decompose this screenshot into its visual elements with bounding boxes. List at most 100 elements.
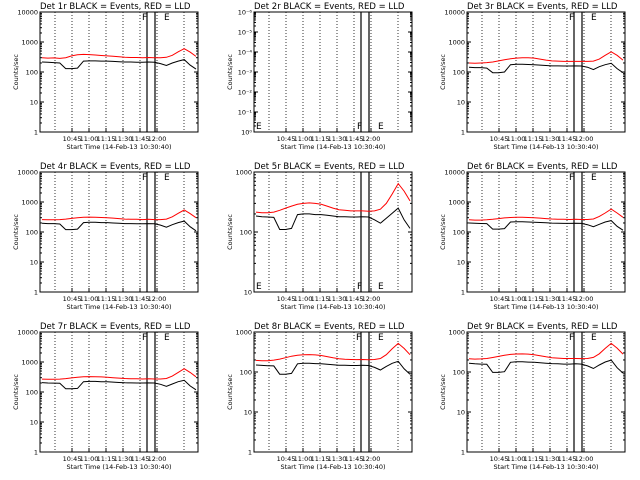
event-marker: E (378, 282, 384, 292)
plot-frame (39, 171, 199, 293)
event-marker: E (591, 333, 597, 343)
x-tick-label: 11:45 (131, 455, 150, 463)
event-marker: E (256, 282, 262, 292)
y-axis-label: Counts/sec (226, 374, 234, 410)
event-marker: E (164, 173, 170, 183)
event-marker: F (142, 173, 147, 183)
series-lld-line (41, 209, 197, 221)
x-axis-label: Start Time (14-Feb-13 10:30:40) (67, 303, 172, 311)
x-tick-label: 11:00 (80, 455, 99, 463)
y-tick-label: 10⁻¹ (238, 109, 253, 117)
series-events-line (41, 379, 197, 391)
x-tick-label: 11:45 (558, 455, 577, 463)
panel-title: Det 5r BLACK = Events, RED = LLD (254, 162, 405, 172)
event-marker: F (357, 282, 362, 292)
x-tick-label: 12:00 (575, 455, 594, 463)
x-tick-label: 12:00 (362, 135, 381, 143)
x-tick-label: 11:15 (524, 295, 543, 303)
x-tick-label: 10:45 (490, 295, 509, 303)
event-marker: F (142, 333, 147, 343)
series-events-line (41, 220, 197, 232)
y-tick-label: 10 (30, 259, 38, 267)
event-marker: E (591, 173, 597, 183)
y-tick-label: 10000 (17, 9, 38, 17)
x-tick-label: 11:45 (131, 135, 150, 143)
y-axis-label: Counts/sec (439, 374, 447, 410)
plot-frame (466, 11, 626, 133)
x-tick-label: 12:00 (362, 455, 381, 463)
y-tick-label: 10000 (17, 329, 38, 337)
y-tick-label: 10 (244, 289, 252, 297)
y-tick-label: 10⁻⁵ (238, 29, 253, 37)
y-tick-label: 1 (461, 449, 465, 457)
x-tick-label: 10:45 (277, 455, 296, 463)
plot-frame (253, 331, 413, 453)
panel-title: Det 9r BLACK = Events, RED = LLD (467, 322, 618, 332)
y-tick-label: 100 (453, 69, 465, 77)
y-axis-label: Counts/sec (439, 214, 447, 250)
x-tick-label: 10:45 (277, 135, 296, 143)
x-tick-label: 11:15 (311, 455, 330, 463)
plot-frame (253, 171, 413, 293)
plot-frame (39, 331, 199, 453)
x-axis-label: Start Time (14-Feb-13 10:30:40) (281, 303, 386, 311)
x-axis-label: Start Time (14-Feb-13 10:30:40) (494, 143, 599, 151)
series-events-line (255, 207, 411, 230)
y-tick-label: 10 (244, 409, 252, 417)
x-tick-label: 11:30 (114, 455, 133, 463)
series-lld-line (255, 342, 411, 362)
x-tick-label: 11:00 (507, 455, 526, 463)
y-tick-label: 1000 (235, 329, 252, 337)
plot-frame (39, 11, 199, 133)
x-tick-label: 11:15 (97, 455, 116, 463)
x-tick-label: 11:15 (524, 135, 543, 143)
panel-det-3: Det 3r BLACK = Events, RED = LLD Counts/s… (439, 2, 626, 151)
x-tick-label: 10:45 (490, 135, 509, 143)
y-axis-label: Counts/sec (12, 54, 20, 90)
panel-det-4: Det 4r BLACK = Events, RED = LLD Counts/s… (12, 162, 199, 311)
x-tick-label: 10:45 (63, 455, 82, 463)
x-tick-label: 11:45 (558, 295, 577, 303)
y-axis-label: Counts/sec (12, 214, 20, 250)
x-tick-label: 11:45 (131, 295, 150, 303)
series-events-line (41, 59, 197, 70)
x-tick-label: 11:15 (311, 135, 330, 143)
plot-frame (466, 171, 626, 293)
event-marker: F (569, 13, 574, 23)
x-tick-label: 10:45 (63, 135, 82, 143)
panel-title: Det 1r BLACK = Events, RED = LLD (40, 2, 191, 12)
x-tick-label: 12:00 (148, 455, 167, 463)
event-marker: E (164, 333, 170, 343)
event-marker: F (569, 173, 574, 183)
x-axis-label: Start Time (14-Feb-13 10:30:40) (67, 463, 172, 471)
x-tick-label: 12:00 (148, 135, 167, 143)
y-tick-label: 100 (26, 69, 38, 77)
event-marker: E (591, 13, 597, 23)
x-tick-label: 11:00 (294, 135, 313, 143)
y-tick-label: 1 (248, 449, 252, 457)
x-tick-label: 10:45 (277, 295, 296, 303)
x-tick-label: 11:15 (97, 295, 116, 303)
x-tick-label: 10:45 (63, 295, 82, 303)
x-tick-label: 11:00 (294, 295, 313, 303)
panel-title: Det 2r BLACK = Events, RED = LLD (254, 2, 405, 12)
x-axis-label: Start Time (14-Feb-13 10:30:40) (494, 463, 599, 471)
y-tick-label: 1000 (448, 39, 465, 47)
x-tick-label: 12:00 (362, 295, 381, 303)
y-tick-label: 1 (461, 129, 465, 137)
event-marker: F (356, 333, 361, 343)
y-tick-label: 10⁻⁴ (238, 49, 253, 57)
y-axis-label: Counts/sec (226, 214, 234, 250)
y-tick-label: 10 (457, 409, 465, 417)
x-tick-label: 11:45 (345, 295, 364, 303)
y-tick-label: 10000 (444, 9, 465, 17)
x-tick-label: 11:00 (507, 135, 526, 143)
y-tick-label: 100 (453, 369, 465, 377)
x-tick-label: 11:30 (541, 135, 560, 143)
x-axis-label: Start Time (14-Feb-13 10:30:40) (281, 143, 386, 151)
y-tick-label: 1000 (235, 169, 252, 177)
event-marker: E (378, 333, 384, 343)
series-lld-line (41, 368, 197, 380)
